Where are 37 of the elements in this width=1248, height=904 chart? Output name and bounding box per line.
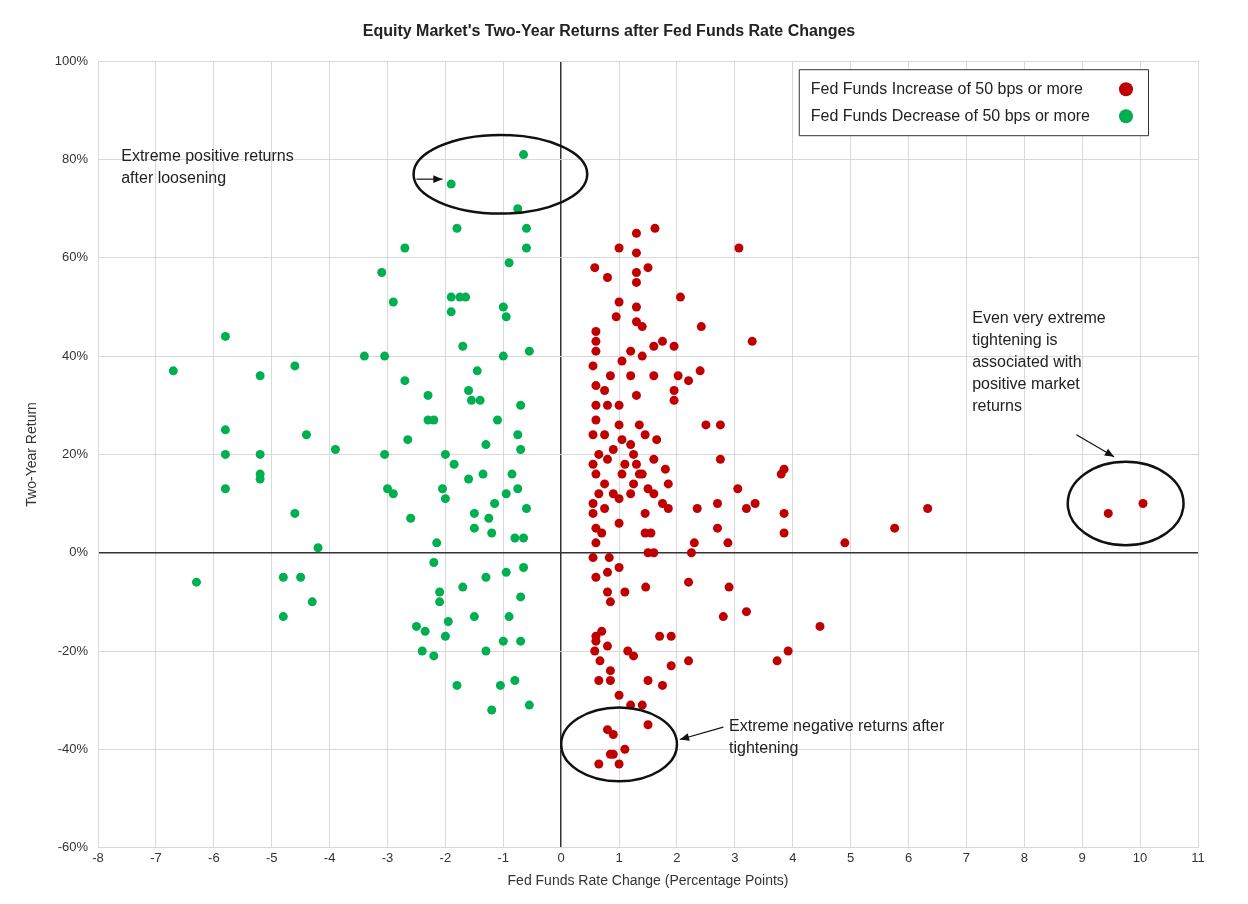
- y-tick-label: 100%: [54, 52, 89, 68]
- x-axis-title: Fed Funds Rate Change (Percentage Points): [507, 872, 789, 889]
- y-tick-label: 0%: [69, 544, 89, 560]
- y-tick-label: 20%: [62, 445, 89, 461]
- x-tick-label: -5: [265, 849, 278, 865]
- x-tick-label: -7: [150, 849, 162, 865]
- x-tick-label: 7: [962, 849, 971, 865]
- chart-title: Equity Market's Two-Year Returns after Fed Funds Rate Changes: [362, 22, 856, 40]
- y-tick-label: 80%: [62, 151, 89, 167]
- x-tick-label: 2: [673, 849, 681, 865]
- y-axis-title: Two-Year Return: [23, 402, 40, 507]
- x-tick-label: -3: [381, 849, 394, 865]
- y-tick-label: 40%: [62, 347, 89, 363]
- x-tick-label: 11: [1191, 849, 1205, 865]
- x-tick-label: 6: [904, 849, 913, 865]
- annotation: Extreme negative returns after tightening: [729, 715, 946, 758]
- x-tick-label: 4: [789, 849, 797, 865]
- x-tick-label: -2: [439, 849, 452, 865]
- x-tick-label: 9: [1078, 849, 1086, 865]
- annotation: Extreme positive returns after loosening: [121, 145, 295, 188]
- x-tick-label: 5: [847, 849, 855, 865]
- legend-label: Fed Funds Decrease of 50 bps or more: [810, 106, 1091, 124]
- x-tick-label: -6: [208, 849, 220, 865]
- x-tick-label: -1: [497, 849, 510, 865]
- y-tick-label: 60%: [62, 249, 89, 265]
- x-tick-label: 3: [731, 849, 739, 865]
- x-tick-label: -4: [323, 849, 336, 865]
- x-tick-label: -8: [92, 849, 104, 865]
- x-tick-label: 10: [1132, 849, 1148, 865]
- y-tick-label: -20%: [57, 642, 89, 658]
- legend-label: Fed Funds Increase of 50 bps or more: [810, 79, 1083, 97]
- x-tick-label: 1: [615, 849, 623, 865]
- x-tick-label: 8: [1020, 849, 1028, 865]
- x-tick-label: 0: [557, 849, 565, 865]
- annotation: Even very extreme tightening is associated with positive market returns: [972, 307, 1107, 416]
- y-tick-label: -60%: [57, 839, 89, 855]
- y-tick-label: -40%: [57, 740, 89, 756]
